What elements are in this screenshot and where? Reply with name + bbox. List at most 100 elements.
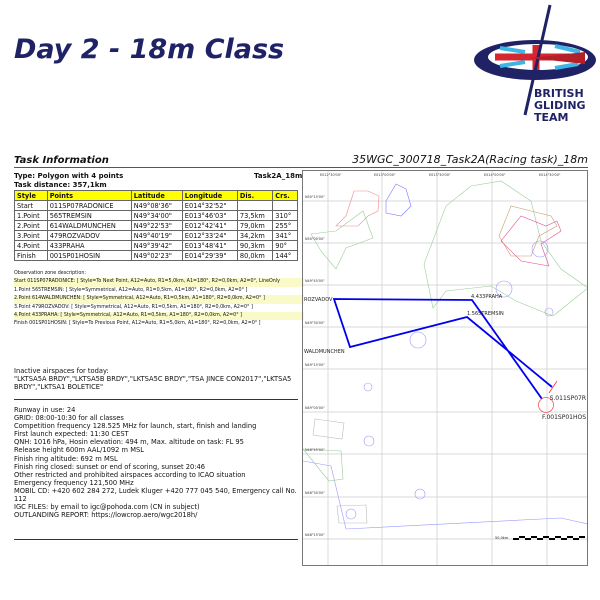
table-cell: 73,5km	[236, 210, 274, 221]
oz-line: Start 011SP07RADONICE: [ Style=To Next P…	[14, 278, 304, 287]
finish-point-label: F.001SP01HOS	[542, 414, 586, 421]
table-cell	[272, 200, 298, 211]
table-cell: N49°02'23"	[130, 250, 183, 261]
info-line: Emergency frequency 121,500 MHz	[14, 478, 134, 487]
table-cell: 433PRAHA	[46, 240, 132, 251]
table-cell: E014°32'52"	[181, 200, 238, 211]
table-cell: 614WALDMUNCHEN	[46, 220, 132, 231]
scale-segment	[573, 538, 579, 540]
scale-segment	[525, 538, 531, 540]
divider	[14, 539, 298, 540]
latitude-label: N49°45'00"	[305, 279, 325, 283]
scale-segment	[537, 538, 543, 540]
info-line: MOBIL CD: +420 602 284 272, Ludek Kluger…	[14, 486, 297, 504]
task-code: Task2A_18m	[254, 172, 303, 180]
table-cell: 90,3km	[236, 240, 274, 251]
latitude-label: N49°00'00"	[305, 406, 325, 410]
task-map-canvas[interactable]: E012°30'00" E013°00'00" E013°30'00" E014°00…	[303, 171, 588, 566]
table-cell: N49°08'36"	[130, 200, 183, 211]
scale-segment	[543, 536, 549, 538]
table-row: 3.Point 479ROZVADOV N49°40'19" E012°33'24" 3…	[14, 230, 298, 241]
task-points-table: Style Points Latitude Longitude Dis. Crs…	[14, 190, 298, 261]
table-cell: 3.Point	[14, 230, 48, 241]
info-line: OUTLANDING REPORT: https://lowcrop.aero/…	[14, 511, 198, 520]
table-cell: 341°	[272, 230, 298, 241]
info-line: Finish ring altitude: 692 m MSL	[14, 454, 118, 463]
task-route	[332, 298, 553, 400]
scale-segment	[531, 536, 537, 538]
table-cell: 310°	[272, 210, 298, 221]
scale-segment	[519, 536, 525, 538]
table-row: 4.Point 433PRAHA N49°39'42" E013°48'41" 90,3…	[14, 240, 298, 251]
table-cell: E012°42'41"	[181, 220, 238, 231]
latitude-label: N49°30'00"	[305, 321, 325, 325]
info-line: Runway in use: 24	[14, 406, 76, 414]
task-distance: Task distance: 357,1km	[14, 181, 107, 189]
oz-line: 1.Point 565TREMSIN: [ Style=Symmetrical,…	[14, 287, 248, 293]
oz-line: Finish 001SP01HOSIN: [ Style=To Previous…	[14, 321, 261, 327]
table-cell: 479ROZVADOV	[46, 230, 132, 241]
table-header-row: Style Points Latitude Longitude Dis. Crs…	[14, 190, 298, 201]
scale-label: 50,0km	[495, 536, 509, 540]
finish-ring	[538, 397, 554, 413]
inactive-heading: Inactive airspaces for today:	[14, 367, 109, 375]
divider	[14, 399, 298, 400]
inactive-airspaces: Inactive airspaces for today: "LKTSA5A B…	[14, 367, 296, 391]
inactive-list: "LKTSA5A BRDY","LKTSA5B BRDY","LKTSA5C B…	[14, 375, 292, 391]
info-line: Competition frequency 128.525 MHz for la…	[14, 422, 257, 431]
column-header: Style	[14, 190, 48, 201]
table-cell: Start	[14, 200, 48, 211]
waypoint-label: ROZVADOV	[304, 297, 333, 303]
logo-text-line: BRITISH	[534, 87, 584, 100]
table-cell: 2.Point	[14, 220, 48, 231]
oz-line: 3.Point 479ROZVADOV: [ Style=Symmetrical…	[14, 304, 253, 310]
latitude-label: N48°15'00"	[305, 533, 325, 537]
table-cell: 90°	[272, 240, 298, 251]
table-cell: E012°33'24"	[181, 230, 238, 241]
briefing-info: Runway in use: 24 GRID: 08:00-10:30 for a…	[14, 406, 298, 519]
scale-segment	[579, 536, 585, 538]
longitude-label: E013°30'00"	[429, 173, 451, 177]
latitude-label: N48°45'00"	[305, 448, 325, 452]
task-map[interactable]: E012°30'00" E013°00'00" E013°30'00" E014°00…	[302, 170, 588, 566]
longitude-label: E014°00'00"	[484, 173, 506, 177]
column-header: Latitude	[130, 190, 183, 201]
latitude-label: N50°15'00"	[305, 195, 325, 199]
scale-segment	[561, 538, 567, 540]
scale-bar	[513, 536, 585, 540]
scale-segment	[567, 536, 573, 538]
table-cell: 4.Point	[14, 240, 48, 251]
table-row: Start 011SP07RADONICE N49°08'36" E014°32'52…	[14, 200, 298, 211]
table-cell: 79,0km	[236, 220, 274, 231]
latitude-label: N49°15'00"	[305, 363, 325, 367]
table-cell: N49°34'00"	[130, 210, 183, 221]
info-line: First launch expected: 11:30 CEST	[14, 430, 129, 439]
airspace-shapes	[303, 180, 587, 530]
info-line: Release height 600m AAL/1092 m MSL	[14, 446, 144, 455]
scale-segment	[555, 536, 561, 538]
table-cell: 80,0km	[236, 250, 274, 261]
scale-segment	[513, 538, 519, 540]
latitude-label: N50°00'00"	[305, 237, 325, 241]
oz-line: 2.Point 614WALDMUNCHEN: [ Style=Symmetri…	[14, 295, 304, 304]
logo-text-line: TEAM	[534, 111, 569, 124]
table-cell: 34,2km	[236, 230, 274, 241]
table-cell: N49°22'53"	[130, 220, 183, 231]
glider-flag-logo-icon	[474, 4, 596, 116]
logo-text-line: GLIDING	[534, 99, 586, 112]
oz-heading: Observation zone description:	[14, 271, 86, 276]
table-cell: 255°	[272, 220, 298, 231]
column-header: Points	[46, 190, 132, 201]
info-line: QNH: 1016 hPa, Hosin elevation: 494 m, M…	[14, 438, 244, 447]
table-cell: 1.Point	[14, 210, 48, 221]
table-cell: 011SP07RADONICE	[46, 200, 132, 211]
longitude-label: E012°30'00"	[320, 173, 342, 177]
longitude-label: E014°30'00"	[539, 173, 561, 177]
longitude-label: E013°00'00"	[374, 173, 396, 177]
table-row: Finish 001SP01HOSIN N49°02'23" E014°29'39" 8…	[14, 250, 298, 261]
column-header: Longitude	[181, 190, 238, 201]
waypoint-label: 4.433PRAHA	[471, 294, 503, 300]
task-file-name: 35WGC_300718_Task2A(Racing task)_18m	[352, 153, 588, 166]
table-cell: E014°29'39"	[181, 250, 238, 261]
column-header: Crs.	[272, 190, 298, 201]
